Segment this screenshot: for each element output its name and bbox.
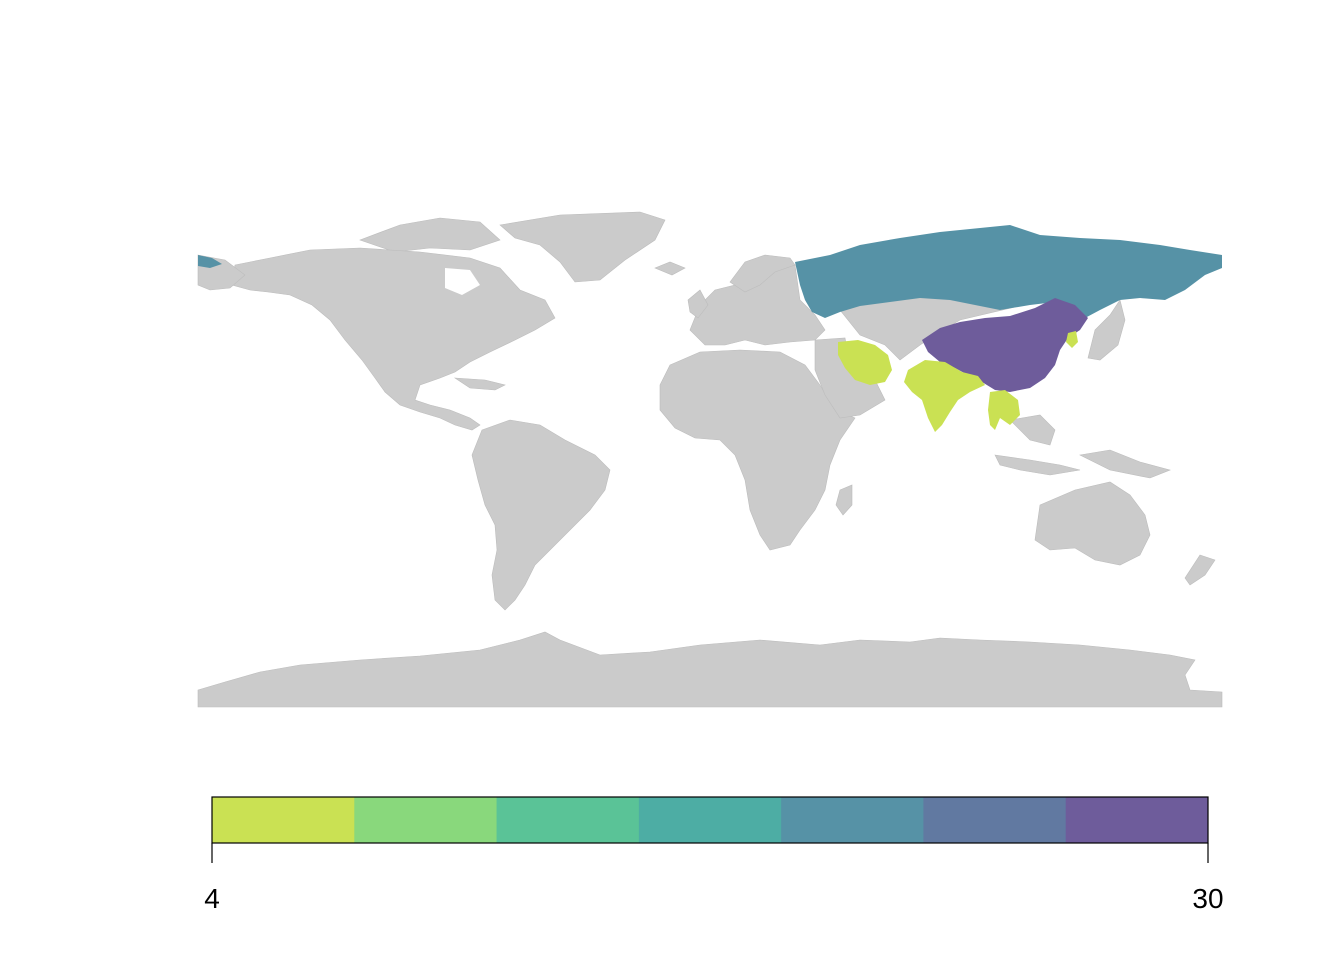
region-north-america bbox=[231, 247, 556, 431]
region-russia-east bbox=[198, 255, 222, 268]
region-scandinavia bbox=[729, 254, 796, 293]
legend-swatch-6 bbox=[923, 797, 1067, 843]
legend-swatch-2 bbox=[354, 797, 498, 843]
region-new-zealand bbox=[1184, 554, 1216, 586]
region-south-korea bbox=[1066, 331, 1078, 348]
region-uk bbox=[687, 289, 709, 319]
region-iceland bbox=[654, 261, 686, 276]
region-africa bbox=[659, 349, 856, 551]
region-china bbox=[922, 298, 1088, 392]
legend-frame bbox=[211, 796, 1209, 844]
region-se-asia bbox=[994, 414, 1171, 479]
legend-min-label: 4 bbox=[204, 883, 220, 914]
region-antarctica bbox=[197, 631, 1223, 708]
region-australia bbox=[1034, 481, 1151, 566]
region-arctic-islands bbox=[359, 217, 501, 253]
region-caribbean bbox=[453, 377, 506, 391]
region-japan bbox=[1087, 299, 1126, 361]
highlighted-regions bbox=[198, 225, 1222, 432]
region-greenland bbox=[499, 211, 666, 283]
legend-max-label: 30 bbox=[1192, 883, 1224, 914]
region-russia bbox=[795, 225, 1222, 318]
legend-swatch-5 bbox=[781, 797, 924, 843]
legend-swatch-7 bbox=[1065, 797, 1209, 843]
region-india bbox=[904, 360, 985, 432]
legend-swatch-1 bbox=[212, 797, 355, 843]
region-thailand bbox=[988, 390, 1020, 430]
legend-swatch-3 bbox=[496, 797, 640, 843]
region-iran bbox=[838, 340, 892, 385]
region-south-america bbox=[471, 419, 611, 611]
legend-swatch-4 bbox=[638, 797, 782, 843]
region-madagascar bbox=[835, 484, 853, 516]
base-land bbox=[197, 211, 1223, 708]
legend-color-bar bbox=[212, 797, 1209, 843]
region-europe bbox=[689, 264, 826, 346]
